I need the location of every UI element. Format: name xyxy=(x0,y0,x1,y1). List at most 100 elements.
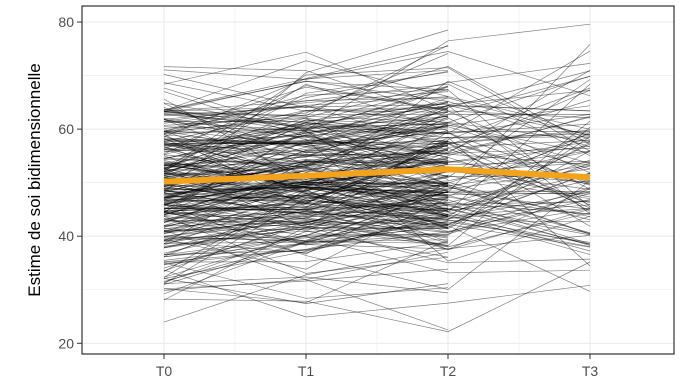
individual-line xyxy=(163,141,591,238)
individual-line xyxy=(163,193,591,278)
individual-line xyxy=(163,124,591,171)
y-tick-label: 40 xyxy=(58,228,74,244)
individual-line xyxy=(163,196,449,214)
individual-line xyxy=(163,91,449,185)
individual-line xyxy=(163,131,590,249)
individual-line xyxy=(163,176,449,232)
individual-line xyxy=(163,122,449,159)
x-tick-label: T2 xyxy=(440,363,457,379)
individual-line xyxy=(163,105,591,139)
individual-line xyxy=(163,80,449,113)
x-tick-label: T1 xyxy=(298,363,315,379)
individual-line xyxy=(163,251,449,291)
individual-line xyxy=(163,149,449,216)
individual-line xyxy=(163,67,591,171)
individual-line xyxy=(163,210,591,248)
individual-line xyxy=(163,234,449,241)
individual-line xyxy=(163,140,449,209)
individual-line xyxy=(163,175,449,241)
individual-line xyxy=(163,66,591,145)
individual-line xyxy=(163,208,591,269)
individual-line xyxy=(163,106,591,164)
individual-line xyxy=(163,276,449,294)
individual-line xyxy=(163,105,591,148)
individual-line xyxy=(163,136,591,266)
individual-line xyxy=(163,81,449,111)
individual-line xyxy=(163,153,591,177)
individual-line xyxy=(163,241,449,263)
individual-line xyxy=(163,88,449,130)
individual-line xyxy=(163,133,591,215)
individual-line xyxy=(163,191,591,237)
individual-line xyxy=(163,197,449,270)
individual-line xyxy=(163,111,591,144)
individual-line xyxy=(163,185,449,209)
individual-line xyxy=(163,214,449,255)
individual-line xyxy=(163,269,591,318)
individual-line xyxy=(163,180,591,290)
individual-line xyxy=(163,86,449,146)
individual-line xyxy=(163,90,591,116)
mean-line-group xyxy=(163,166,591,185)
individual-line xyxy=(163,202,449,254)
individual-line xyxy=(163,262,449,299)
individual-line xyxy=(163,71,449,172)
mean-line xyxy=(163,166,591,185)
individual-line xyxy=(163,200,449,244)
individual-line xyxy=(163,162,591,215)
individual-line xyxy=(163,91,449,122)
individual-line xyxy=(163,261,591,333)
individual-line xyxy=(163,190,449,241)
individual-line xyxy=(163,144,449,223)
individual-line xyxy=(163,195,591,223)
individual-line xyxy=(163,109,591,262)
individual-line xyxy=(163,116,591,156)
individual-line xyxy=(163,189,449,278)
individual-line xyxy=(163,217,449,244)
individual-line xyxy=(163,110,591,174)
individual-line xyxy=(163,82,449,112)
individual-line xyxy=(163,174,449,216)
individual-line xyxy=(163,50,591,191)
y-tick-label: 20 xyxy=(58,335,74,351)
individual-line xyxy=(163,119,591,169)
individual-line xyxy=(163,204,591,263)
individual-line xyxy=(163,51,591,97)
individual-line xyxy=(163,122,449,232)
individual-line xyxy=(163,51,449,111)
individual-line xyxy=(163,79,591,234)
individual-line xyxy=(163,221,591,258)
y-axis: 20 40 60 80 xyxy=(58,14,82,351)
individual-line xyxy=(163,60,449,111)
individual-line xyxy=(163,239,449,244)
individual-line xyxy=(163,104,591,166)
individual-line xyxy=(163,268,449,290)
individual-line xyxy=(163,124,449,165)
x-tick-label: T0 xyxy=(156,363,173,379)
individual-line xyxy=(163,97,449,145)
individual-line xyxy=(163,96,591,130)
y-tick-label: 80 xyxy=(58,14,74,30)
individual-line xyxy=(163,187,591,233)
individual-line xyxy=(163,53,449,129)
individual-line xyxy=(163,106,449,142)
y-tick-label: 60 xyxy=(58,121,74,137)
individual-line xyxy=(163,76,591,134)
individual-line xyxy=(163,127,449,178)
individual-line xyxy=(163,187,591,216)
individual-line xyxy=(163,162,591,285)
x-tick-label: T3 xyxy=(582,363,599,379)
x-axis: T0 T1 T2 T3 xyxy=(156,354,599,379)
individual-line xyxy=(163,115,449,152)
individual-line xyxy=(163,131,591,145)
individual-line xyxy=(163,159,449,177)
individual-line xyxy=(163,161,449,168)
individual-line xyxy=(163,110,449,207)
panel-border xyxy=(81,5,675,355)
individual-line xyxy=(163,161,591,212)
individual-line xyxy=(163,226,449,242)
individual-line xyxy=(163,205,591,256)
individual-line xyxy=(163,85,449,174)
y-axis-title: Estime de soi bidimensionnelle xyxy=(25,63,44,296)
